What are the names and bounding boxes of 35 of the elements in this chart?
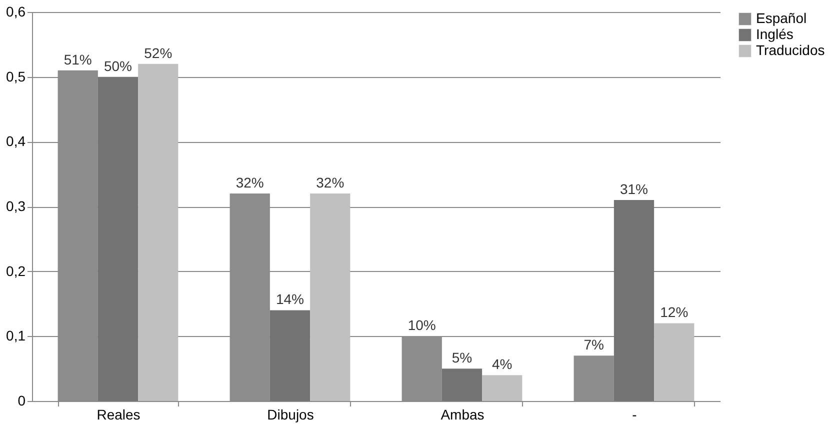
data-label: 14% xyxy=(276,291,304,308)
data-label: 32% xyxy=(236,174,264,191)
data-label: 7% xyxy=(584,336,604,353)
bar xyxy=(574,356,614,401)
bar xyxy=(138,64,178,401)
bar xyxy=(482,375,522,401)
data-label: 51% xyxy=(64,51,92,68)
bar xyxy=(310,194,350,401)
y-tick-label: 0,5 xyxy=(6,68,26,84)
legend-label: Inglés xyxy=(756,26,794,42)
bar xyxy=(98,76,138,401)
y-tick-label: 0,2 xyxy=(6,262,26,279)
bar xyxy=(654,323,694,401)
data-label: 52% xyxy=(144,44,172,61)
y-tick-label: 0,4 xyxy=(6,133,26,150)
x-tick-label: - xyxy=(632,406,638,422)
bar xyxy=(442,368,482,401)
y-tick-label: 0,1 xyxy=(6,328,26,344)
x-tick-label: Ambas xyxy=(440,406,484,422)
data-label: 12% xyxy=(660,304,688,320)
x-tick-label: Reales xyxy=(96,406,140,422)
bar xyxy=(614,200,654,401)
legend-label: Español xyxy=(756,10,807,26)
bar xyxy=(270,310,310,401)
data-label: 31% xyxy=(620,181,648,198)
x-tick-label: Dibujos xyxy=(267,406,314,422)
y-tick-label: 0,6 xyxy=(6,4,26,20)
data-label: 32% xyxy=(316,174,344,191)
y-tick-label: 0,3 xyxy=(6,198,26,214)
data-label: 10% xyxy=(408,317,436,334)
data-label: 50% xyxy=(104,58,132,74)
data-label: 4% xyxy=(492,356,512,372)
data-label: 5% xyxy=(452,350,472,366)
legend-label: Traducidos xyxy=(756,42,825,58)
y-tick-label: 0 xyxy=(18,392,26,408)
